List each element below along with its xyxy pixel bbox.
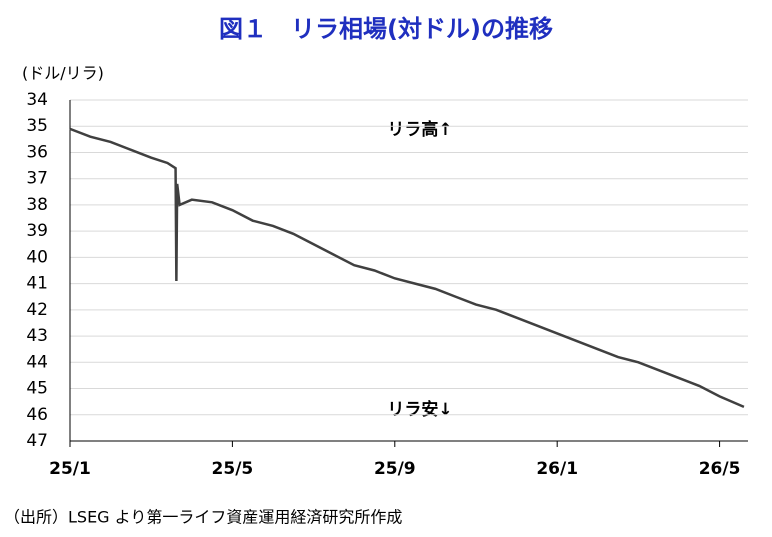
series-line [69, 127, 745, 409]
y-tick-label: 35 [26, 116, 48, 136]
x-tick-label: 26/5 [699, 459, 741, 479]
y-tick-label: 36 [26, 142, 48, 162]
y-tick-label: 43 [26, 326, 48, 346]
y-tick-label: 46 [26, 405, 48, 425]
annotation: リラ安↓ [387, 399, 452, 420]
y-tick-label: 44 [26, 352, 48, 372]
y-tick-label: 45 [26, 379, 48, 399]
x-tick-label: 25/1 [49, 459, 91, 479]
y-tick-label: 47 [26, 431, 48, 451]
source-note: （出所）LSEG より第一ライフ資産運用経済研究所作成 [4, 508, 402, 527]
y-tick-label: 41 [26, 274, 48, 294]
x-tick-label: 25/9 [374, 459, 416, 479]
y-tick-label: 42 [26, 300, 48, 320]
x-tick-label: 25/5 [212, 459, 254, 479]
y-tick-label: 40 [26, 247, 48, 267]
y-tick-label: 37 [26, 169, 48, 189]
annotation: リラ高↑ [387, 119, 452, 140]
chart-title: 図１ リラ相場(対ドル)の推移 [219, 15, 553, 43]
y-tick-label: 39 [26, 221, 48, 241]
y-tick-label: 38 [26, 195, 48, 215]
y-tick-label: 34 [26, 90, 48, 110]
y-axis-label: (ドル/リラ) [22, 64, 104, 83]
x-tick-label: 26/1 [536, 459, 578, 479]
